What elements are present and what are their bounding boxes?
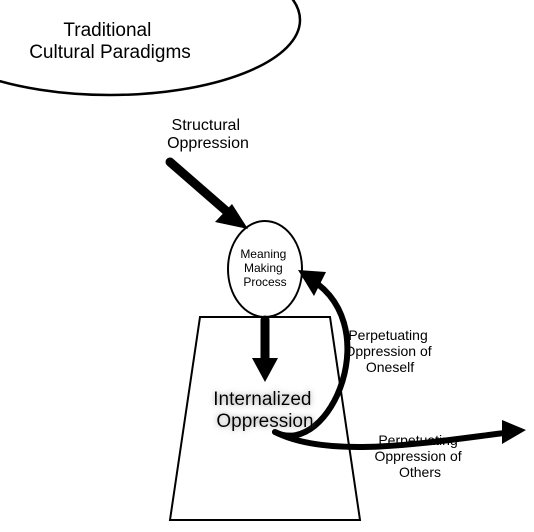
head-ellipse-label: Meaning Making Process: [240, 247, 289, 289]
internalized-label: Internalized Oppression: [213, 389, 317, 432]
structural-label: Structural Oppression: [167, 117, 249, 152]
perp-self-label: Perpetuating Oppression of Oneself: [344, 327, 435, 375]
perp-others-label: Perpetuating Oppression of Others: [374, 432, 465, 480]
arrow-structural: [170, 162, 248, 229]
